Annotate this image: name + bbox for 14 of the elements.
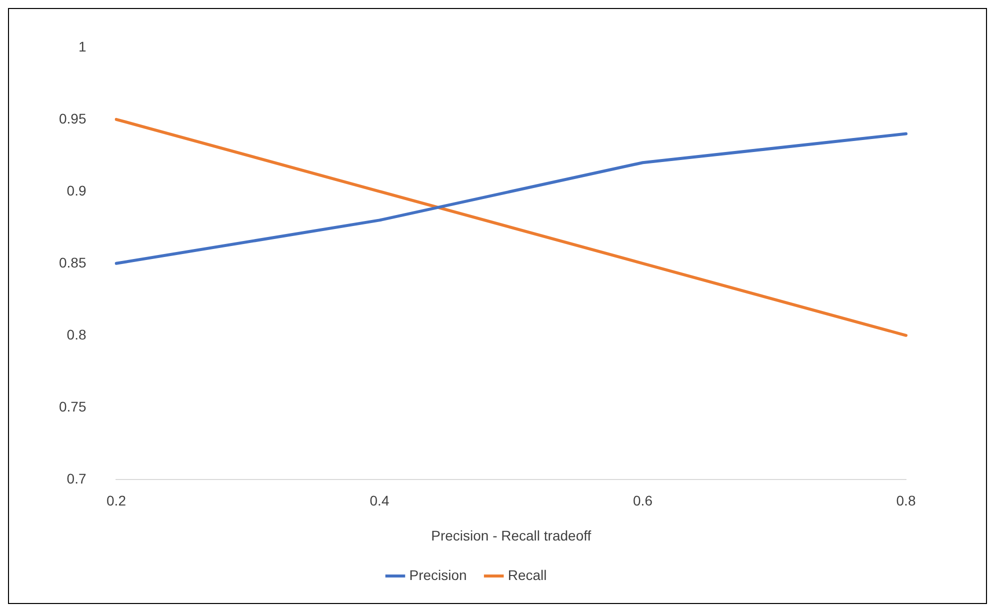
legend-label: Precision (409, 566, 467, 583)
x-axis-title: Precision - Recall tradeoff (431, 527, 592, 544)
y-tick-label: 1 (78, 38, 86, 54)
y-tick-label: 0.9 (66, 182, 86, 198)
y-tick-label: 0.85 (59, 254, 86, 270)
x-tick-label: 0.8 (896, 492, 916, 509)
x-tick-label: 0.2 (106, 492, 126, 509)
x-tick-label: 0.6 (633, 492, 653, 509)
x-tick-label: 0.4 (370, 492, 390, 509)
y-tick-label: 0.7 (66, 470, 86, 486)
y-tick-label: 0.75 (59, 398, 86, 414)
legend-label: Recall (508, 566, 547, 583)
y-tick-label: 0.8 (66, 326, 86, 342)
y-tick-label: 0.95 (59, 110, 86, 126)
